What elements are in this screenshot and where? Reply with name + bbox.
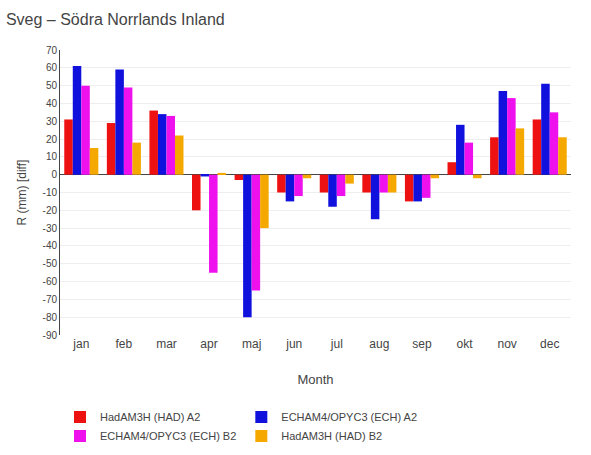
svg-text:aug: aug — [369, 337, 389, 351]
svg-text:60: 60 — [46, 62, 58, 73]
svg-text:-60: -60 — [43, 276, 58, 287]
svg-text:apr: apr — [200, 337, 217, 351]
svg-text:-30: -30 — [43, 223, 58, 234]
svg-text:10: 10 — [46, 151, 58, 162]
svg-text:-20: -20 — [43, 205, 58, 216]
svg-text:0: 0 — [51, 169, 57, 180]
svg-text:-80: -80 — [43, 312, 58, 323]
svg-text:-90: -90 — [43, 330, 58, 341]
svg-text:40: 40 — [46, 98, 58, 109]
svg-text:ECHAM4/OPYC3 (ECH) A2: ECHAM4/OPYC3 (ECH) A2 — [281, 411, 417, 423]
svg-text:maj: maj — [242, 337, 261, 351]
svg-text:sep: sep — [412, 337, 432, 351]
svg-text:R (mm) [diff]: R (mm) [diff] — [15, 160, 29, 226]
svg-text:20: 20 — [46, 134, 58, 145]
svg-text:HadAM3H (HAD) A2: HadAM3H (HAD) A2 — [100, 411, 200, 423]
svg-text:dec: dec — [540, 337, 559, 351]
svg-text:jul: jul — [330, 337, 343, 351]
svg-text:HadAM3H (HAD) B2: HadAM3H (HAD) B2 — [281, 430, 382, 442]
svg-text:ECHAM4/OPYC3 (ECH) B2: ECHAM4/OPYC3 (ECH) B2 — [100, 430, 236, 442]
svg-text:feb: feb — [116, 337, 133, 351]
svg-text:-50: -50 — [43, 258, 58, 269]
svg-text:70: 70 — [46, 45, 58, 56]
svg-text:-70: -70 — [43, 294, 58, 305]
svg-text:okt: okt — [457, 337, 474, 351]
svg-text:mar: mar — [156, 337, 177, 351]
svg-text:jan: jan — [72, 337, 89, 351]
svg-text:50: 50 — [46, 80, 58, 91]
svg-text:Sveg – Södra Norrlands Inland: Sveg – Södra Norrlands Inland — [6, 11, 225, 28]
svg-text:nov: nov — [497, 337, 516, 351]
svg-text:jun: jun — [285, 337, 302, 351]
svg-text:Month: Month — [297, 372, 333, 387]
svg-text:-10: -10 — [43, 187, 58, 198]
svg-text:-40: -40 — [43, 240, 58, 251]
svg-text:30: 30 — [46, 116, 58, 127]
